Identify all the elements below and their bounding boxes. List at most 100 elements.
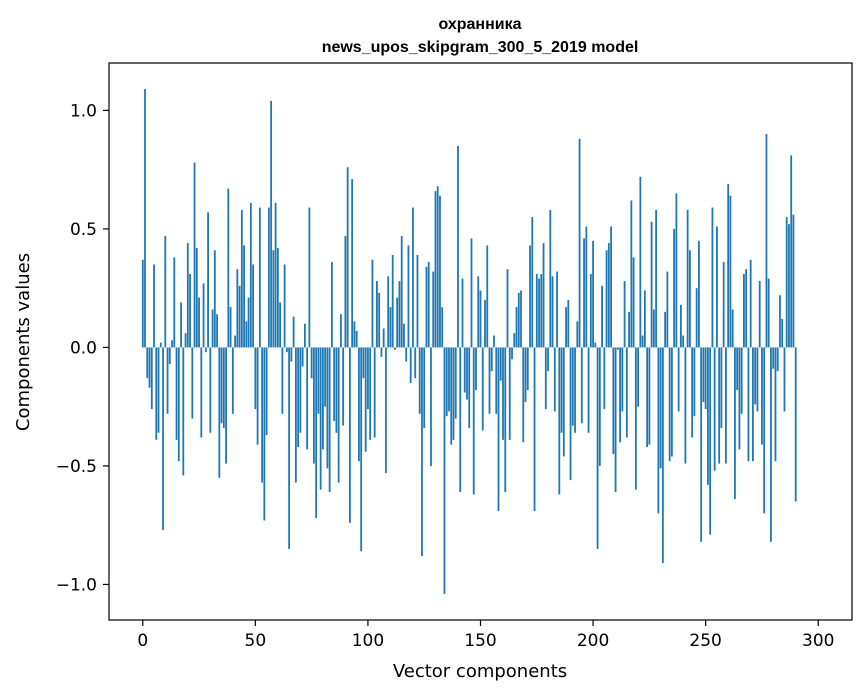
bar-212 — [619, 347, 621, 443]
bar-232 — [664, 311, 667, 348]
bar-253 — [711, 207, 714, 348]
bar-248 — [700, 347, 703, 542]
bar-256 — [718, 347, 721, 464]
bar-61 — [279, 302, 282, 348]
bar-113 — [396, 297, 399, 348]
bar-7 — [157, 347, 160, 433]
bar-2 — [146, 347, 149, 379]
bar-225 — [648, 347, 651, 445]
bar-60 — [276, 247, 279, 348]
bar-214 — [623, 281, 626, 348]
bar-172 — [529, 245, 531, 348]
bar-182 — [551, 276, 554, 348]
bar-103 — [373, 347, 376, 438]
bar-247 — [698, 240, 700, 348]
bar-286 — [785, 217, 788, 348]
bar-263 — [734, 347, 736, 500]
bar-50 — [254, 347, 257, 410]
bar-274 — [758, 281, 761, 348]
bar-284 — [781, 318, 784, 348]
bar-258 — [722, 262, 725, 348]
bar-96 — [358, 347, 360, 462]
bar-183 — [553, 347, 556, 412]
bar-169 — [522, 347, 525, 443]
bar-146 — [470, 238, 473, 348]
x-tick-label: 0 — [137, 631, 148, 651]
bar-37 — [225, 347, 227, 464]
bar-268 — [745, 269, 748, 348]
bar-89 — [342, 347, 345, 426]
bar-128 — [430, 347, 432, 466]
bar-266 — [740, 347, 743, 414]
bar-63 — [283, 264, 286, 348]
bar-242 — [686, 209, 689, 348]
bar-57 — [270, 100, 273, 348]
bar-107 — [382, 328, 385, 348]
bar-101 — [369, 347, 372, 440]
bar-29 — [207, 212, 209, 348]
bar-82 — [326, 347, 329, 469]
bar-198 — [587, 347, 590, 433]
bar-42 — [236, 269, 239, 348]
bar-67 — [292, 316, 295, 348]
bar-106 — [380, 347, 383, 357]
bar-239 — [679, 304, 682, 348]
bar-193 — [576, 321, 579, 348]
bar-148 — [475, 347, 477, 391]
bar-178 — [542, 243, 545, 348]
bar-49 — [252, 264, 254, 348]
y-tick-label: 0.0 — [70, 338, 97, 358]
bar-17 — [180, 302, 182, 348]
bar-118 — [407, 245, 410, 348]
bar-25 — [198, 297, 200, 348]
bar-13 — [171, 340, 173, 348]
bar-186 — [560, 347, 563, 433]
bar-122 — [416, 254, 419, 348]
bar-81 — [324, 347, 327, 407]
bar-170 — [524, 347, 527, 402]
bar-166 — [515, 307, 518, 348]
bar-40 — [231, 347, 234, 414]
bar-136 — [448, 347, 450, 412]
bar-260 — [727, 183, 730, 348]
bar-51 — [256, 347, 259, 445]
bar-190 — [569, 347, 572, 481]
bar-104 — [376, 281, 378, 348]
x-axis-label: Vector components — [393, 661, 567, 682]
bar-287 — [788, 224, 790, 348]
bar-109 — [387, 276, 390, 348]
bar-1 — [144, 89, 146, 348]
bar-188 — [565, 307, 567, 348]
bar-176 — [538, 278, 540, 348]
bar-249 — [702, 347, 705, 402]
bar-94 — [353, 321, 356, 348]
bar-255 — [716, 226, 718, 348]
bar-244 — [691, 347, 694, 438]
axis-ticks: 0 50 100 150 200 250 300 −1.0 −0.5 0.0 0.5 1.0 — [56, 101, 835, 651]
bar-55 — [265, 347, 268, 436]
bar-137 — [450, 347, 453, 445]
bar-59 — [274, 202, 277, 348]
bar-219 — [634, 347, 637, 490]
bar-158 — [497, 347, 500, 511]
bar-223 — [643, 290, 646, 348]
bar-262 — [731, 309, 734, 348]
bar-21 — [189, 273, 191, 348]
bar-119 — [409, 347, 412, 383]
bar-264 — [736, 347, 739, 391]
chart-title-model: news_upos_skipgram_300_5_2019 model — [322, 39, 639, 56]
bar-135 — [445, 347, 448, 417]
bar-226 — [650, 221, 653, 348]
bar-28 — [204, 347, 207, 353]
bar-105 — [378, 292, 381, 348]
bar-147 — [472, 347, 475, 495]
bar-39 — [229, 307, 232, 348]
bar-200 — [592, 240, 594, 348]
bar-80 — [321, 347, 324, 450]
bar-34 — [218, 347, 221, 478]
bar-110 — [389, 307, 392, 348]
bar-221 — [639, 176, 642, 348]
bar-227 — [652, 309, 655, 348]
bar-275 — [761, 347, 763, 445]
bar-75 — [310, 347, 313, 379]
